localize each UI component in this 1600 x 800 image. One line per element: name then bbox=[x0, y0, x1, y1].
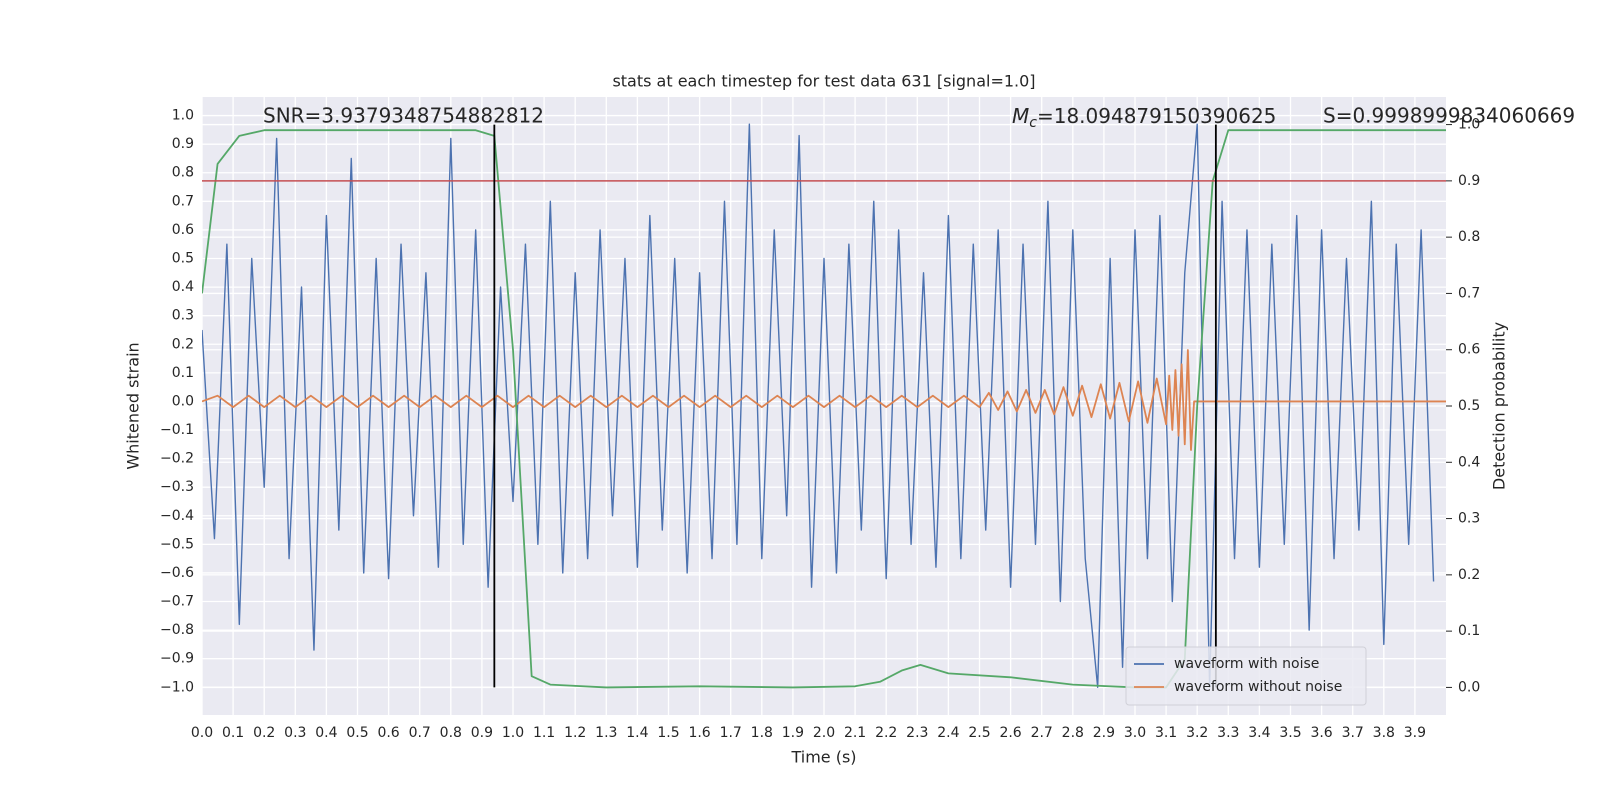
y-tick-label: 0.6 bbox=[172, 222, 194, 238]
legend-label: waveform with noise bbox=[1174, 656, 1319, 672]
y-tick-label: 0.7 bbox=[172, 193, 194, 209]
y2-axis-label: Detection probability bbox=[1490, 322, 1509, 490]
annotation: Mc=18.094879150390625 bbox=[1012, 104, 1276, 132]
x-tick-label: 2.7 bbox=[1031, 725, 1053, 741]
x-tick-label: 1.7 bbox=[720, 725, 742, 741]
x-tick-label: 1.4 bbox=[626, 725, 648, 741]
y-tick-label: 0.0 bbox=[172, 393, 194, 409]
x-tick-label: 0.1 bbox=[222, 725, 244, 741]
x-tick-label: 2.3 bbox=[906, 725, 928, 741]
y2-tick-label: 0.5 bbox=[1458, 398, 1480, 414]
annotation-subscript: c bbox=[1029, 115, 1037, 131]
x-tick-label: 0.9 bbox=[471, 725, 493, 741]
x-axis-label: Time (s) bbox=[790, 748, 856, 767]
y-tick-label: 0.9 bbox=[172, 136, 194, 152]
x-tick-label: 2.8 bbox=[1062, 725, 1084, 741]
annotation-text: =18.094879150390625 bbox=[1037, 104, 1276, 128]
y2-tick-label: 0.4 bbox=[1458, 454, 1480, 470]
x-tick-label: 1.3 bbox=[595, 725, 617, 741]
y2-tick-label: 0.7 bbox=[1458, 285, 1480, 301]
x-tick-label: 1.9 bbox=[782, 725, 804, 741]
y-tick-label: 1.0 bbox=[172, 108, 194, 124]
annotation: SNR=3.9379348754882812 bbox=[263, 104, 544, 128]
y-tick-label: −0.7 bbox=[160, 594, 194, 610]
y-tick-label: 0.8 bbox=[172, 165, 194, 181]
legend-label: waveform without noise bbox=[1174, 679, 1342, 695]
x-tick-label: 3.7 bbox=[1342, 725, 1364, 741]
series-line bbox=[202, 129, 1446, 689]
x-tick-label: 3.5 bbox=[1279, 725, 1301, 741]
y2-tick-label: 0.1 bbox=[1458, 623, 1480, 639]
y2-tick-label: 0.9 bbox=[1458, 173, 1480, 189]
x-tick-label: 1.8 bbox=[751, 725, 773, 741]
x-tick-label: 3.8 bbox=[1373, 725, 1395, 741]
labels: −1.0 −0.9 −0.8 −0.7 −0.6 −0.5 −0.4 −0.3 −0.2 −0.1… bbox=[160, 108, 1480, 741]
y2-tick-label: 0.6 bbox=[1458, 342, 1480, 358]
chart-title: stats at each timestep for test data 631… bbox=[612, 72, 1035, 91]
x-tick-label: 0.0 bbox=[191, 725, 213, 741]
annotation: S=0.9998999834060669 bbox=[1323, 104, 1575, 128]
y2-tick-label: 0.8 bbox=[1458, 229, 1480, 245]
x-tick-label: 0.7 bbox=[409, 725, 431, 741]
x-tick-label: 2.6 bbox=[999, 725, 1021, 741]
series-line bbox=[202, 123, 1435, 688]
y2-tick-label: 0.2 bbox=[1458, 567, 1480, 583]
x-tick-label: 3.1 bbox=[1155, 725, 1177, 741]
y2-tick-label: 0.0 bbox=[1458, 679, 1480, 695]
y-tick-label: −0.6 bbox=[160, 565, 194, 581]
x-tick-label: 1.5 bbox=[657, 725, 679, 741]
grid bbox=[201, 97, 1446, 715]
y-tick-label: −0.5 bbox=[160, 536, 194, 552]
y-tick-label: −0.4 bbox=[160, 508, 194, 524]
x-tick-label: 3.4 bbox=[1248, 725, 1270, 741]
x-tick-label: 0.2 bbox=[253, 725, 275, 741]
y-tick-label: −0.9 bbox=[160, 651, 194, 667]
x-tick-label: 3.2 bbox=[1186, 725, 1208, 741]
x-tick-label: 3.3 bbox=[1217, 725, 1239, 741]
x-tick-label: 3.0 bbox=[1124, 725, 1146, 741]
y-tick-label: 0.2 bbox=[172, 336, 194, 352]
y-tick-label: 0.3 bbox=[172, 308, 194, 324]
x-tick-label: 0.3 bbox=[284, 725, 306, 741]
annotation-symbol: M bbox=[1012, 104, 1029, 128]
y-tick-label: 0.5 bbox=[172, 251, 194, 267]
x-tick-label: 1.6 bbox=[688, 725, 710, 741]
x-tick-label: 0.8 bbox=[440, 725, 462, 741]
x-tick-label: 2.0 bbox=[813, 725, 835, 741]
y2-tick-label: 1.0 bbox=[1458, 117, 1480, 133]
y-tick-label: −0.8 bbox=[160, 622, 194, 638]
plot-marks bbox=[202, 123, 1446, 689]
x-tick-label: 1.0 bbox=[502, 725, 524, 741]
y2-tick-label: 0.3 bbox=[1458, 511, 1480, 527]
y-tick-label: 0.4 bbox=[172, 279, 194, 295]
x-tick-label: 0.5 bbox=[346, 725, 368, 741]
x-tick-label: 2.5 bbox=[968, 725, 990, 741]
x-tick-label: 0.6 bbox=[377, 725, 399, 741]
y-tick-label: −1.0 bbox=[160, 679, 194, 695]
y-tick-label: −0.2 bbox=[160, 451, 194, 467]
legend: waveform with noise waveform without nois… bbox=[1125, 646, 1367, 706]
y-tick-label: −0.3 bbox=[160, 479, 194, 495]
x-tick-label: 3.6 bbox=[1310, 725, 1332, 741]
y-tick-label: 0.1 bbox=[172, 365, 194, 381]
legend-box bbox=[1125, 646, 1367, 706]
x-tick-label: 0.4 bbox=[315, 725, 337, 741]
x-tick-label: 2.1 bbox=[844, 725, 866, 741]
x-tick-label: 1.2 bbox=[564, 725, 586, 741]
x-tick-label: 2.2 bbox=[875, 725, 897, 741]
y-axis-label: Whitened strain bbox=[124, 342, 143, 469]
x-tick-label: 2.4 bbox=[937, 725, 959, 741]
y-tick-label: −0.1 bbox=[160, 422, 194, 438]
x-tick-label: 2.9 bbox=[1093, 725, 1115, 741]
x-tick-label: 1.1 bbox=[533, 725, 555, 741]
series-line bbox=[202, 349, 1446, 451]
x-tick-label: 3.9 bbox=[1404, 725, 1426, 741]
